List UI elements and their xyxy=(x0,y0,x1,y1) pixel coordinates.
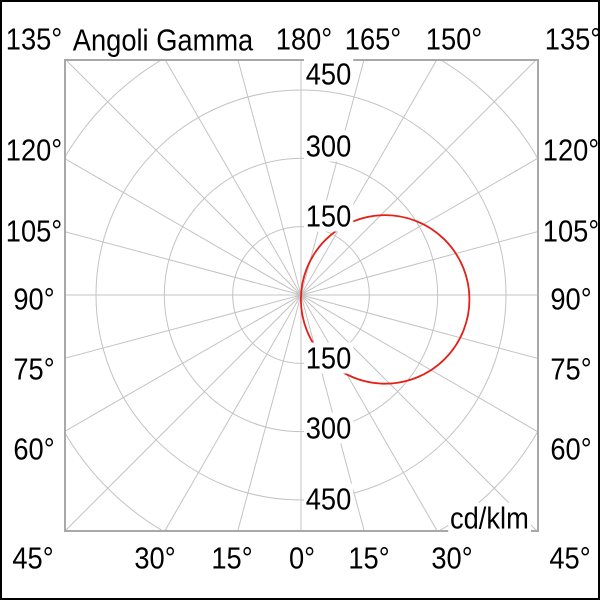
gamma-label-top-150: 150° xyxy=(425,21,483,57)
gamma-label-bottom-15-right: 15° xyxy=(348,540,390,576)
gamma-label-left-90: 90° xyxy=(13,281,55,317)
gamma-label-left-120: 120° xyxy=(5,132,63,168)
gamma-label-bottom-30-right: 30° xyxy=(431,540,473,576)
gamma-label-left-75: 75° xyxy=(13,351,55,387)
gamma-label-left-60: 60° xyxy=(13,431,55,467)
gamma-label-top-135-right: 135° xyxy=(544,21,600,57)
gamma-label-right-105: 105° xyxy=(542,213,600,249)
radial-label-lower-450: 450 xyxy=(304,481,354,517)
polar-chart-canvas xyxy=(64,59,539,532)
radial-label-lower-300: 300 xyxy=(304,410,354,446)
gamma-label-bottom-30-left: 30° xyxy=(134,540,176,576)
gamma-label-right-120: 120° xyxy=(542,132,600,168)
radial-label-upper-300: 300 xyxy=(304,128,354,164)
gamma-label-right-75: 75° xyxy=(550,351,592,387)
gamma-label-right-90: 90° xyxy=(550,281,592,317)
gamma-label-bottom-45-right: 45° xyxy=(549,540,591,576)
unit-label: cd/klm xyxy=(448,500,531,536)
radial-label-upper-450: 450 xyxy=(304,56,354,92)
gamma-label-bottom-45-left: 45° xyxy=(12,540,54,576)
radial-label-lower-150: 150 xyxy=(304,340,354,376)
radial-label-upper-150: 150 xyxy=(304,198,354,234)
gamma-label-left-105: 105° xyxy=(5,213,63,249)
gamma-label-right-60: 60° xyxy=(550,431,592,467)
gamma-label-top-165: 165° xyxy=(344,21,402,57)
gamma-label-bottom-15-left: 15° xyxy=(211,540,253,576)
gamma-label-top-180: 180° xyxy=(275,21,333,57)
gamma-label-top-135-left: 135° xyxy=(5,21,63,57)
chart-title: Angoli Gamma xyxy=(72,22,254,58)
gamma-label-bottom-0: 0° xyxy=(288,540,316,576)
